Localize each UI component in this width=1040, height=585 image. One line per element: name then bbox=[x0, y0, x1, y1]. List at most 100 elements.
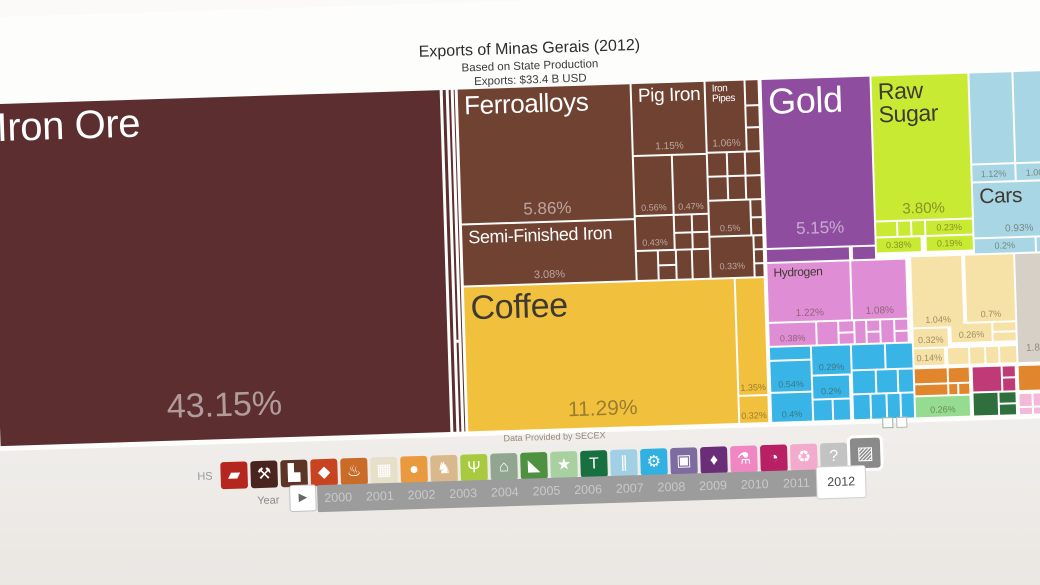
treemap-cell[interactable]: 0.4% bbox=[771, 392, 813, 422]
treemap-cell[interactable] bbox=[1036, 237, 1040, 252]
treemap-cell[interactable] bbox=[959, 383, 970, 394]
treemap-cell[interactable] bbox=[898, 221, 911, 236]
treemap-cell[interactable]: 0.43% bbox=[635, 215, 674, 251]
plaster-icon[interactable]: ▰ bbox=[220, 461, 249, 490]
treemap-cell[interactable] bbox=[999, 404, 1017, 415]
year-2005[interactable]: 2005 bbox=[532, 483, 561, 499]
treemap-cell[interactable] bbox=[1033, 393, 1040, 406]
treemap-cell[interactable] bbox=[871, 394, 887, 419]
treemap-cell[interactable] bbox=[675, 233, 692, 249]
treemap-cell[interactable] bbox=[898, 369, 914, 392]
treemap-cell[interactable]: 0.56% bbox=[633, 155, 673, 216]
treemap-cell[interactable] bbox=[973, 392, 999, 416]
treemap-cell[interactable] bbox=[707, 153, 727, 176]
treemap-cell[interactable] bbox=[766, 247, 850, 262]
treemap-cell[interactable] bbox=[745, 80, 759, 105]
treemap-cell-iron-pipes[interactable]: Iron Pipes 1.06% bbox=[705, 80, 746, 152]
treemap-cell[interactable] bbox=[658, 250, 676, 265]
treemap-cell[interactable] bbox=[876, 369, 898, 393]
treemap-cell[interactable] bbox=[692, 214, 709, 232]
treemap-cell[interactable] bbox=[728, 176, 746, 200]
treemap-cell[interactable]: 1.12% bbox=[972, 164, 1015, 182]
treemap-cell[interactable] bbox=[754, 250, 764, 263]
treemap-cell[interactable] bbox=[948, 347, 969, 365]
year-2003[interactable]: 2003 bbox=[449, 486, 478, 502]
year-2009[interactable]: 2009 bbox=[698, 478, 728, 494]
treemap-cell[interactable] bbox=[1013, 70, 1040, 163]
carpet-icon[interactable]: ▦ bbox=[370, 456, 398, 485]
treemap-cell[interactable] bbox=[852, 370, 876, 394]
treemap-cell-iron-ore[interactable]: Iron Ore 43.15% bbox=[0, 90, 451, 447]
treemap-cell[interactable]: 0.23% bbox=[925, 219, 973, 235]
treemap-cell[interactable] bbox=[993, 332, 1016, 341]
treemap-cell[interactable] bbox=[747, 128, 760, 151]
treemap-cell[interactable]: 1.80% bbox=[1015, 251, 1040, 363]
list-view-icon[interactable] bbox=[896, 416, 908, 428]
year-2008[interactable]: 2008 bbox=[657, 479, 686, 495]
treemap-cell[interactable] bbox=[901, 393, 915, 418]
grid-view-icon[interactable] bbox=[882, 417, 894, 429]
treemap-cell[interactable]: 0.29% bbox=[811, 345, 851, 375]
treemap-cell[interactable] bbox=[853, 394, 871, 420]
treemap-cell[interactable] bbox=[746, 176, 762, 199]
treemap-cell[interactable]: 1.04% bbox=[911, 255, 964, 328]
tshirt-icon[interactable]: T bbox=[580, 450, 608, 478]
year-2007[interactable]: 2007 bbox=[615, 480, 644, 496]
treemap-cell[interactable]: 0.54% bbox=[770, 360, 812, 392]
treemap-cell[interactable] bbox=[1019, 407, 1033, 415]
year-2002[interactable]: 2002 bbox=[407, 487, 436, 503]
treemap-cell[interactable]: 0.14% bbox=[914, 348, 945, 366]
treemap-cell[interactable] bbox=[993, 322, 1016, 331]
tomato-icon[interactable]: ● bbox=[400, 455, 428, 484]
treemap-cell[interactable] bbox=[867, 320, 880, 331]
treemap-cell[interactable]: 1.00% bbox=[1016, 162, 1040, 181]
wheat-icon[interactable]: Ψ bbox=[460, 453, 488, 482]
pickaxe-icon[interactable]: ⚒ bbox=[250, 460, 279, 489]
play-button[interactable]: ▶ bbox=[288, 484, 317, 513]
package-icon[interactable]: ▨ bbox=[849, 437, 881, 469]
year-2006[interactable]: 2006 bbox=[574, 482, 603, 498]
treemap-cell[interactable] bbox=[839, 333, 854, 344]
recycle-icon[interactable]: ♻ bbox=[789, 443, 818, 472]
treemap-cell[interactable] bbox=[852, 246, 876, 260]
treemap-cell-hydrogen[interactable]: Hydrogen 1.22% bbox=[767, 261, 852, 322]
treemap-cell[interactable] bbox=[876, 221, 897, 237]
treemap-cell[interactable]: 0.26% bbox=[951, 322, 992, 343]
year-2004[interactable]: 2004 bbox=[490, 484, 519, 500]
gauge-icon[interactable]: ◔ bbox=[759, 444, 788, 473]
treemap-cell[interactable] bbox=[1018, 365, 1040, 391]
year-2001[interactable]: 2001 bbox=[365, 488, 394, 504]
jar-icon[interactable]: ♨ bbox=[340, 457, 369, 486]
treemap-cell[interactable] bbox=[949, 384, 958, 395]
treemap-cell-gold[interactable]: Gold 5.15% bbox=[761, 76, 875, 248]
treemap-cell[interactable] bbox=[751, 218, 763, 235]
treemap-cell[interactable] bbox=[1002, 366, 1015, 377]
treemap-cell[interactable]: 1.35% bbox=[735, 278, 768, 395]
treemap-cell[interactable] bbox=[746, 106, 759, 127]
treemap-cell[interactable] bbox=[999, 346, 1017, 363]
treemap-cell[interactable]: 0.32% bbox=[913, 328, 948, 348]
minerals-icon[interactable]: ◆ bbox=[310, 458, 339, 487]
treemap-cell[interactable]: 0.38% bbox=[876, 237, 921, 253]
treemap-cell[interactable] bbox=[813, 400, 833, 421]
treemap-cell[interactable] bbox=[817, 321, 838, 345]
treemap-cell[interactable]: 0.32% bbox=[739, 396, 769, 423]
year-2011[interactable]: 2011 bbox=[782, 475, 811, 491]
anvil-icon[interactable]: ▙ bbox=[280, 459, 309, 488]
treemap-cell[interactable] bbox=[636, 251, 658, 281]
treemap-cell[interactable] bbox=[674, 215, 692, 232]
treemap-cell-raw-sugar[interactable]: Raw Sugar 3.80% bbox=[871, 73, 972, 221]
treemap-cell[interactable]: 0.47% bbox=[672, 154, 708, 214]
treemap-cell-coffee[interactable]: Coffee 11.29% bbox=[463, 279, 739, 432]
treemap-cell[interactable] bbox=[456, 342, 462, 432]
treemap-cell-semi-finished-iron[interactable]: Semi-Finished Iron 3.08% bbox=[461, 220, 636, 286]
treemap-cell[interactable] bbox=[692, 249, 710, 279]
treemap-cell[interactable] bbox=[999, 392, 1016, 403]
treemap-cell[interactable] bbox=[769, 346, 811, 360]
treemap-cell[interactable] bbox=[751, 200, 762, 217]
treemap-cell[interactable] bbox=[676, 250, 692, 279]
treemap-cell[interactable] bbox=[915, 384, 948, 396]
shoe-icon[interactable]: ◣ bbox=[520, 451, 548, 480]
flask-icon[interactable]: ⚗ bbox=[729, 445, 758, 474]
treemap-cell[interactable]: 0.26% bbox=[915, 395, 971, 418]
